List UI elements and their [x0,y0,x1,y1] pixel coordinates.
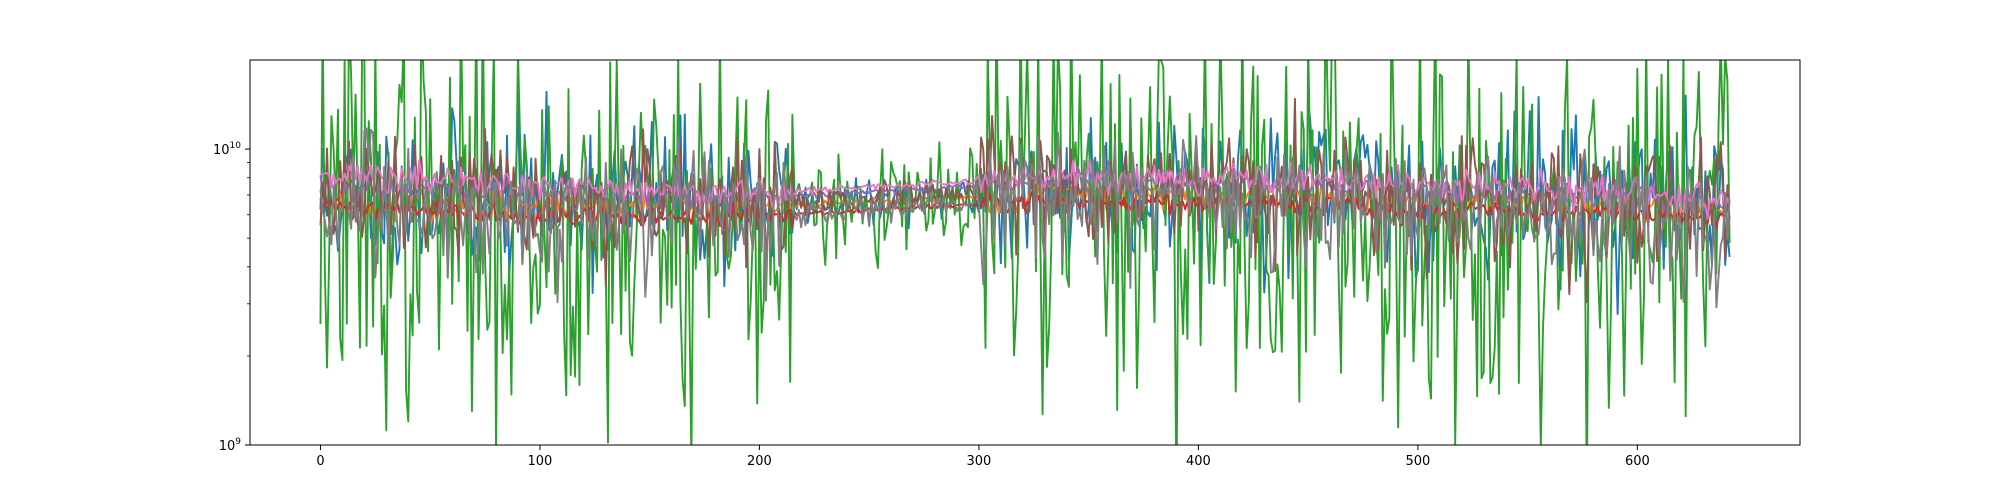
x-tick-label: 300 [966,454,991,469]
x-tick-label: 600 [1625,454,1650,469]
y-axis: 109 1010 [213,141,250,454]
plot-frame [249,59,1801,446]
series-layer [319,60,1731,445]
x-tick-label: 100 [528,454,553,469]
x-tick-label: 400 [1186,454,1211,469]
x-tick-label: 200 [747,454,772,469]
y-tick-label: 109 [219,437,242,454]
x-tick-label: 500 [1405,454,1430,469]
x-tick-label: 0 [316,454,324,469]
x-axis: 0 100 200 300 400 500 600 [316,445,1650,469]
series-line-8 [319,127,1731,309]
y-tick-label: 1010 [213,141,241,158]
series-line-3 [319,60,1731,445]
